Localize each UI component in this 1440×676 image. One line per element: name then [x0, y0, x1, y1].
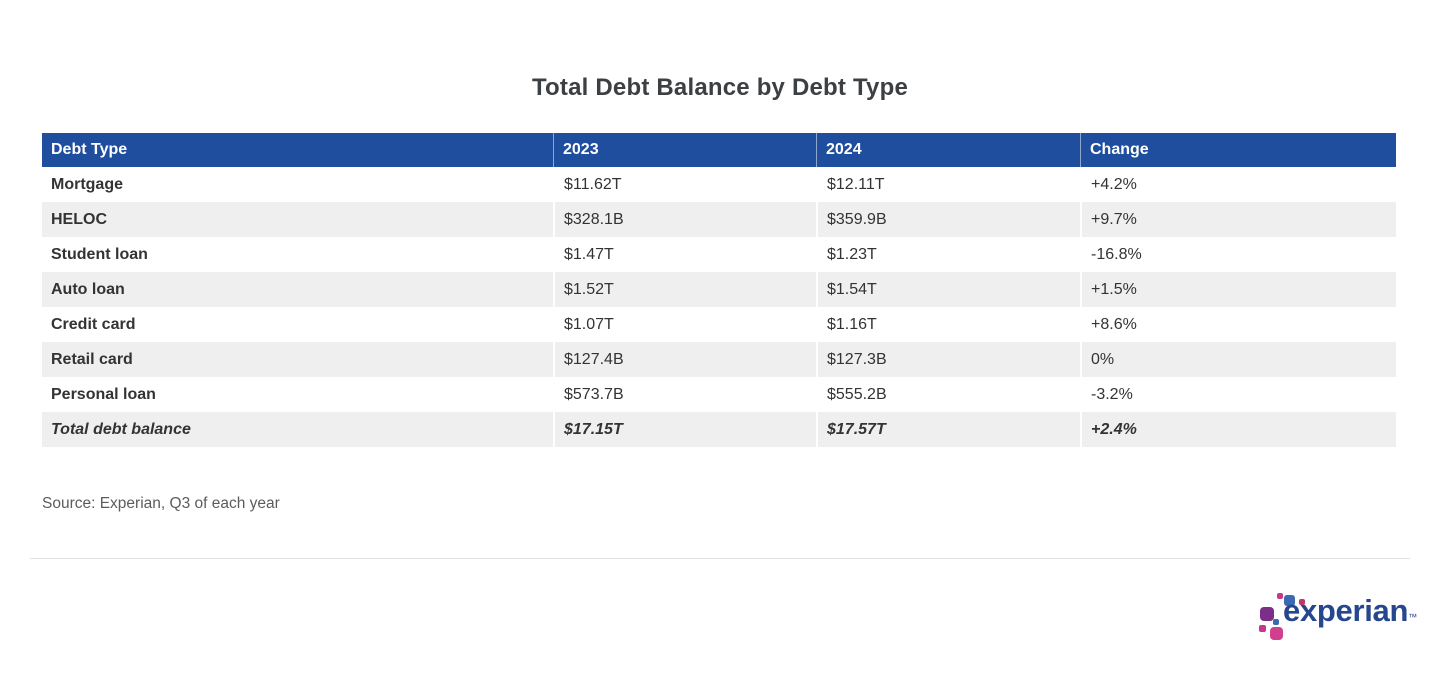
logo-dot-purple-square-icon — [1260, 607, 1274, 621]
value-2023: $1.47T — [553, 237, 816, 272]
value-change: +8.6% — [1080, 307, 1396, 342]
row-label: Personal loan — [42, 377, 553, 412]
value-2024: $127.3B — [816, 342, 1080, 377]
logo-dot-pink-square-icon — [1270, 627, 1283, 640]
value-change: +9.7% — [1080, 202, 1396, 237]
column-header-debt-type: Debt Type — [42, 133, 553, 167]
column-header-change: Change — [1080, 133, 1396, 167]
value-2024: $1.16T — [816, 307, 1080, 342]
experian-logo: experian™ — [1259, 588, 1417, 650]
row-label: Mortgage — [42, 167, 553, 202]
row-label: Retail card — [42, 342, 553, 377]
row-label: Student loan — [42, 237, 553, 272]
value-2024: $359.9B — [816, 202, 1080, 237]
value-2024: $12.11T — [816, 167, 1080, 202]
row-label: Total debt balance — [42, 412, 553, 447]
logo-dot-magenta-bottom-icon — [1259, 625, 1266, 632]
value-2023: $17.15T — [553, 412, 816, 447]
table-row-mortgage: Mortgage $11.62T $12.11T +4.2% — [42, 167, 1396, 202]
value-2023: $127.4B — [553, 342, 816, 377]
table-body: Mortgage $11.62T $12.11T +4.2% HELOC $32… — [42, 167, 1396, 447]
value-2023: $1.07T — [553, 307, 816, 342]
value-change: +2.4% — [1080, 412, 1396, 447]
value-2023: $573.7B — [553, 377, 816, 412]
source-note: Source: Experian, Q3 of each year — [42, 495, 280, 512]
debt-balance-table: Debt Type 2023 2024 Change Mortgage $11.… — [42, 133, 1396, 447]
table-header: Debt Type 2023 2024 Change — [42, 133, 1396, 167]
page-title: Total Debt Balance by Debt Type — [531, 74, 909, 102]
logo-wordmark: experian™ — [1283, 593, 1418, 628]
table-row-personal-loan: Personal loan $573.7B $555.2B -3.2% — [42, 377, 1396, 412]
table-row-retail-card: Retail card $127.4B $127.3B 0% — [42, 342, 1396, 377]
logo-dot-crimson-icon — [1299, 599, 1305, 605]
table-row-student-loan: Student loan $1.47T $1.23T -16.8% — [42, 237, 1396, 272]
table-row-heloc: HELOC $328.1B $359.9B +9.7% — [42, 202, 1396, 237]
logo-dot-blue-square-icon — [1284, 595, 1295, 606]
header-row: Debt Type 2023 2024 Change — [42, 133, 1396, 167]
footer-divider — [30, 558, 1410, 559]
value-change: -3.2% — [1080, 377, 1396, 412]
table-row-auto-loan: Auto loan $1.52T $1.54T +1.5% — [42, 272, 1396, 307]
row-label: HELOC — [42, 202, 553, 237]
row-label: Credit card — [42, 307, 553, 342]
row-label: Auto loan — [42, 272, 553, 307]
column-header-2024: 2024 — [816, 133, 1080, 167]
logo-dot-magenta-top-icon — [1277, 593, 1283, 599]
table-row-total: Total debt balance $17.15T $17.57T +2.4% — [42, 412, 1396, 447]
table-row-credit-card: Credit card $1.07T $1.16T +8.6% — [42, 307, 1396, 342]
value-change: +4.2% — [1080, 167, 1396, 202]
value-2023: $1.52T — [553, 272, 816, 307]
trademark-symbol: ™ — [1408, 612, 1418, 622]
logo-dot-blue-small-icon — [1273, 619, 1279, 625]
value-2023: $11.62T — [553, 167, 816, 202]
value-2023: $328.1B — [553, 202, 816, 237]
value-2024: $17.57T — [816, 412, 1080, 447]
column-header-2023: 2023 — [553, 133, 816, 167]
value-change: -16.8% — [1080, 237, 1396, 272]
value-2024: $555.2B — [816, 377, 1080, 412]
value-2024: $1.54T — [816, 272, 1080, 307]
value-2024: $1.23T — [816, 237, 1080, 272]
value-change: 0% — [1080, 342, 1396, 377]
value-change: +1.5% — [1080, 272, 1396, 307]
